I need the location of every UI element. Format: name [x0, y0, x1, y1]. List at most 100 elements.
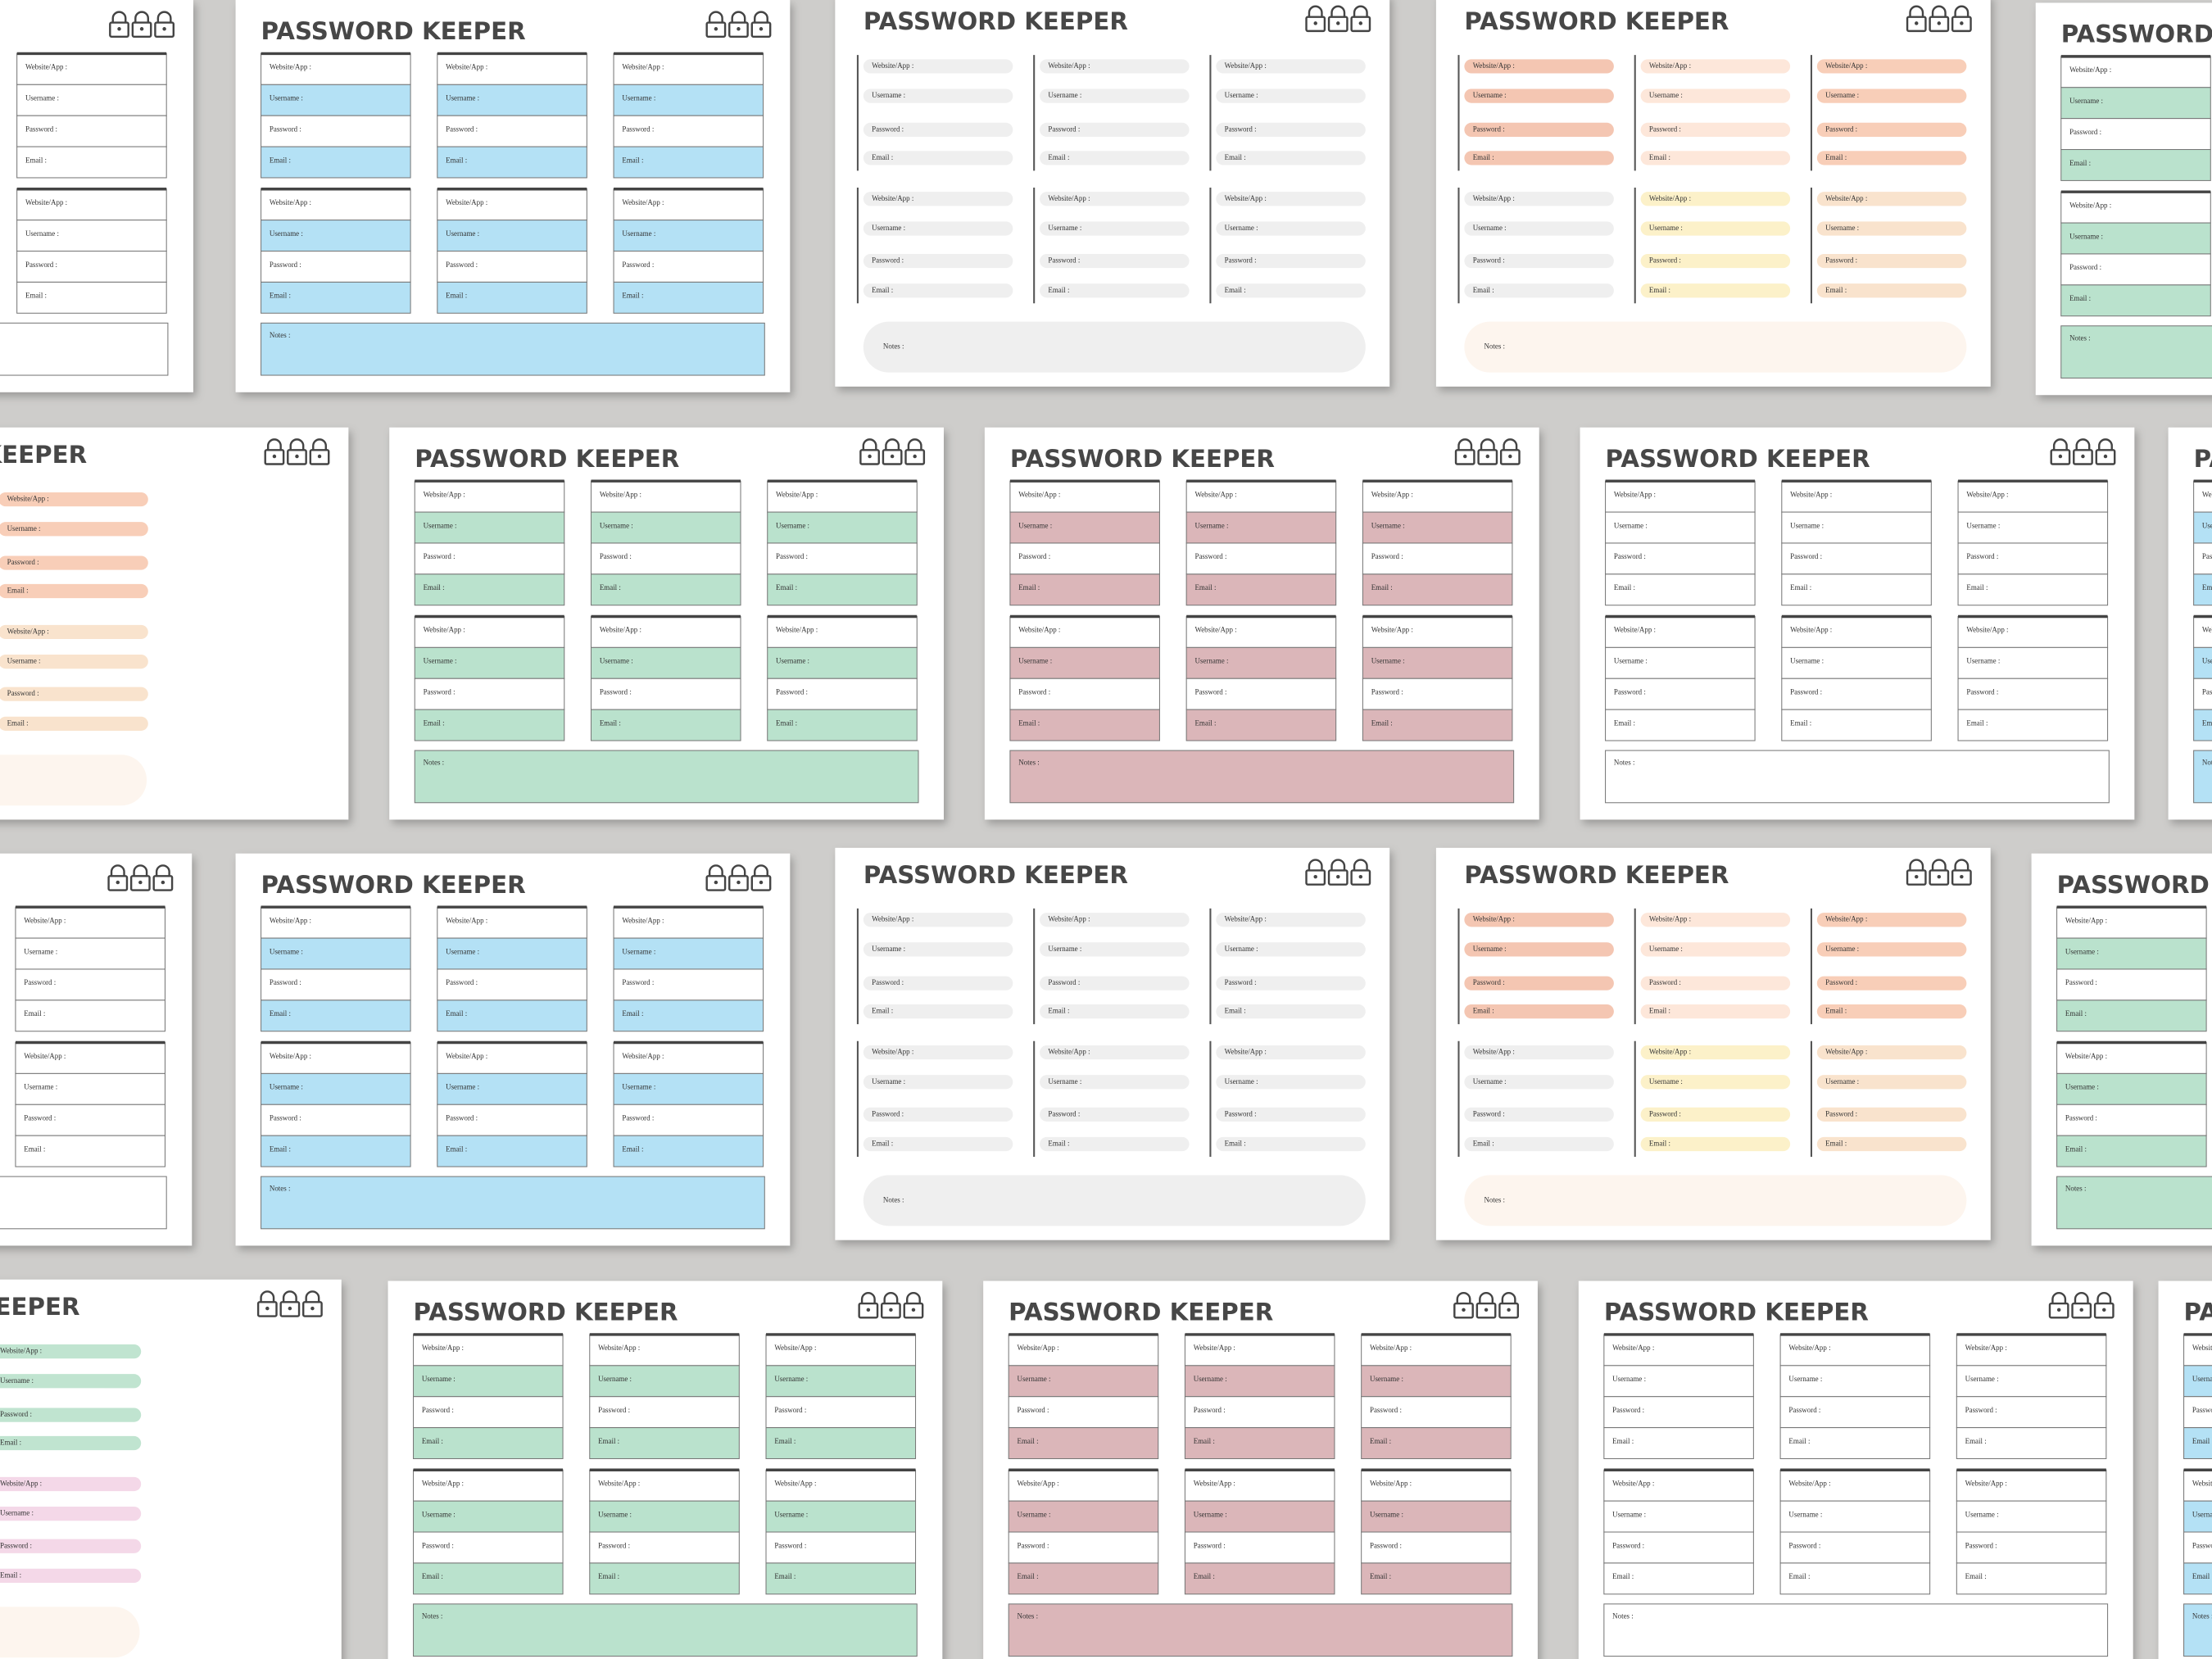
- field-row: [1185, 709, 1337, 741]
- table-card: PASSWORD KEEPER Website/App : Username : Pa…: [2168, 427, 2212, 820]
- field-row: [1185, 542, 1337, 575]
- field-label: Email :: [7, 587, 29, 595]
- lock-shackle: [862, 438, 877, 452]
- field-label: Website/App :: [0, 1480, 42, 1488]
- field-row: [414, 511, 565, 544]
- notes-label: Notes :: [422, 1611, 443, 1620]
- field-label: Website/App :: [422, 1344, 464, 1352]
- field-pill: [0, 1539, 142, 1553]
- lock-shackle: [2096, 1292, 2112, 1305]
- lock-shackle: [1931, 859, 1947, 873]
- lock-shackle: [708, 11, 723, 25]
- field-label: Username :: [1018, 521, 1052, 529]
- field-label: Email :: [1965, 1437, 1987, 1445]
- field-pill: [1040, 913, 1190, 927]
- field-pill: [1040, 1045, 1190, 1060]
- field-pill: [1640, 1045, 1791, 1060]
- field-label: Website/App :: [446, 1052, 487, 1060]
- field-row: [437, 250, 587, 283]
- field-label: Password :: [446, 978, 478, 986]
- field-label: Username :: [7, 657, 41, 665]
- field-label: Username :: [446, 94, 479, 102]
- field-pill: [1216, 1075, 1366, 1090]
- field-pill: [1816, 88, 1967, 103]
- field-label: Password :: [1225, 125, 1257, 133]
- field-row: [414, 542, 565, 575]
- field-label: Username :: [1788, 1375, 1822, 1383]
- lock-hole: [889, 1308, 893, 1312]
- notes-label: Notes :: [2069, 333, 2091, 342]
- field-row: [261, 281, 411, 314]
- field-label: Password :: [2202, 688, 2212, 696]
- card-title: PASSWORD KEEPER: [1604, 1299, 1869, 1326]
- field-label: Username :: [1194, 657, 1228, 665]
- field-pill: [1464, 1045, 1614, 1060]
- field-label: Password :: [424, 688, 456, 696]
- field-label: Username :: [1965, 1375, 1999, 1383]
- field-pill: [1640, 122, 1791, 138]
- field-row: [765, 1396, 917, 1429]
- field-label: Password :: [24, 978, 56, 986]
- field-label: Website/App :: [1788, 1344, 1830, 1352]
- lock-shackle: [260, 1290, 275, 1304]
- field-label: Website/App :: [1473, 61, 1515, 70]
- field-row: [1605, 480, 1756, 513]
- field-label: Username :: [1788, 1510, 1822, 1518]
- field-row: [1603, 1396, 1754, 1429]
- field-label: Website/App :: [872, 1048, 913, 1056]
- field-row: [1008, 1365, 1159, 1398]
- lock-hole: [1915, 21, 1919, 25]
- table-card: PASSWORD KEEPER Website/App : Username : Pa…: [2035, 2, 2212, 396]
- field-label: Password :: [622, 978, 654, 986]
- lock-hole: [2081, 454, 2085, 459]
- card-title: PASSWORD KEEPER: [863, 7, 1128, 35]
- field-label: Password :: [424, 552, 456, 560]
- field-row: [261, 250, 411, 283]
- field-row: [15, 968, 165, 1001]
- field-label: Password :: [2192, 1406, 2212, 1414]
- field-label: Username :: [1048, 224, 1081, 232]
- field-label: Username :: [7, 524, 41, 533]
- lock-hole: [117, 27, 121, 31]
- field-row: [1185, 573, 1337, 606]
- field-label: Username :: [1614, 521, 1648, 529]
- field-row: [2193, 542, 2212, 575]
- field-label: Password :: [872, 125, 904, 133]
- field-label: Email :: [1194, 583, 1216, 592]
- field-row: [613, 968, 764, 1001]
- field-pill: [1464, 1004, 1614, 1019]
- field-row: [613, 1135, 764, 1167]
- lock-shackle: [1456, 1292, 1471, 1305]
- field-row: [1779, 1427, 1931, 1460]
- field-label: Website/App :: [1018, 490, 1060, 498]
- field-label: Username :: [600, 521, 633, 529]
- field-row: [589, 1365, 740, 1398]
- card-title: PASSWORD KEEPER: [1464, 861, 1729, 889]
- field-label: Email :: [24, 1145, 45, 1153]
- field-label: Email :: [2192, 1572, 2212, 1580]
- lock-shackle: [1909, 5, 1924, 19]
- field-label: Website/App :: [774, 1344, 816, 1352]
- field-row: [1362, 480, 1513, 513]
- field-pill: [1216, 1004, 1366, 1019]
- field-row: [1779, 1334, 1931, 1367]
- field-row: [15, 1135, 165, 1167]
- field-label: Username :: [1018, 657, 1052, 665]
- field-pill: [1816, 976, 1967, 990]
- lock-shackle: [883, 1292, 899, 1305]
- field-row: [1781, 678, 1932, 710]
- field-row: [1603, 1562, 1754, 1595]
- field-label: Password :: [1225, 256, 1257, 265]
- field-label: Email :: [1966, 718, 1988, 727]
- field-pill: [0, 1435, 142, 1451]
- field-row: [1361, 1531, 1512, 1564]
- table-card: PASSWORD KEEPER Website/App : Username : Pa…: [2158, 1281, 2212, 1659]
- field-row: [1361, 1500, 1512, 1533]
- notes-label: Notes :: [2192, 1611, 2212, 1620]
- lock-hole: [1960, 874, 1964, 879]
- field-label: Password :: [1370, 1541, 1402, 1549]
- field-label: Website/App :: [1048, 61, 1090, 70]
- field-label: Email :: [1966, 583, 1988, 592]
- field-row: [1956, 1500, 2107, 1533]
- field-label: Password :: [1018, 688, 1050, 696]
